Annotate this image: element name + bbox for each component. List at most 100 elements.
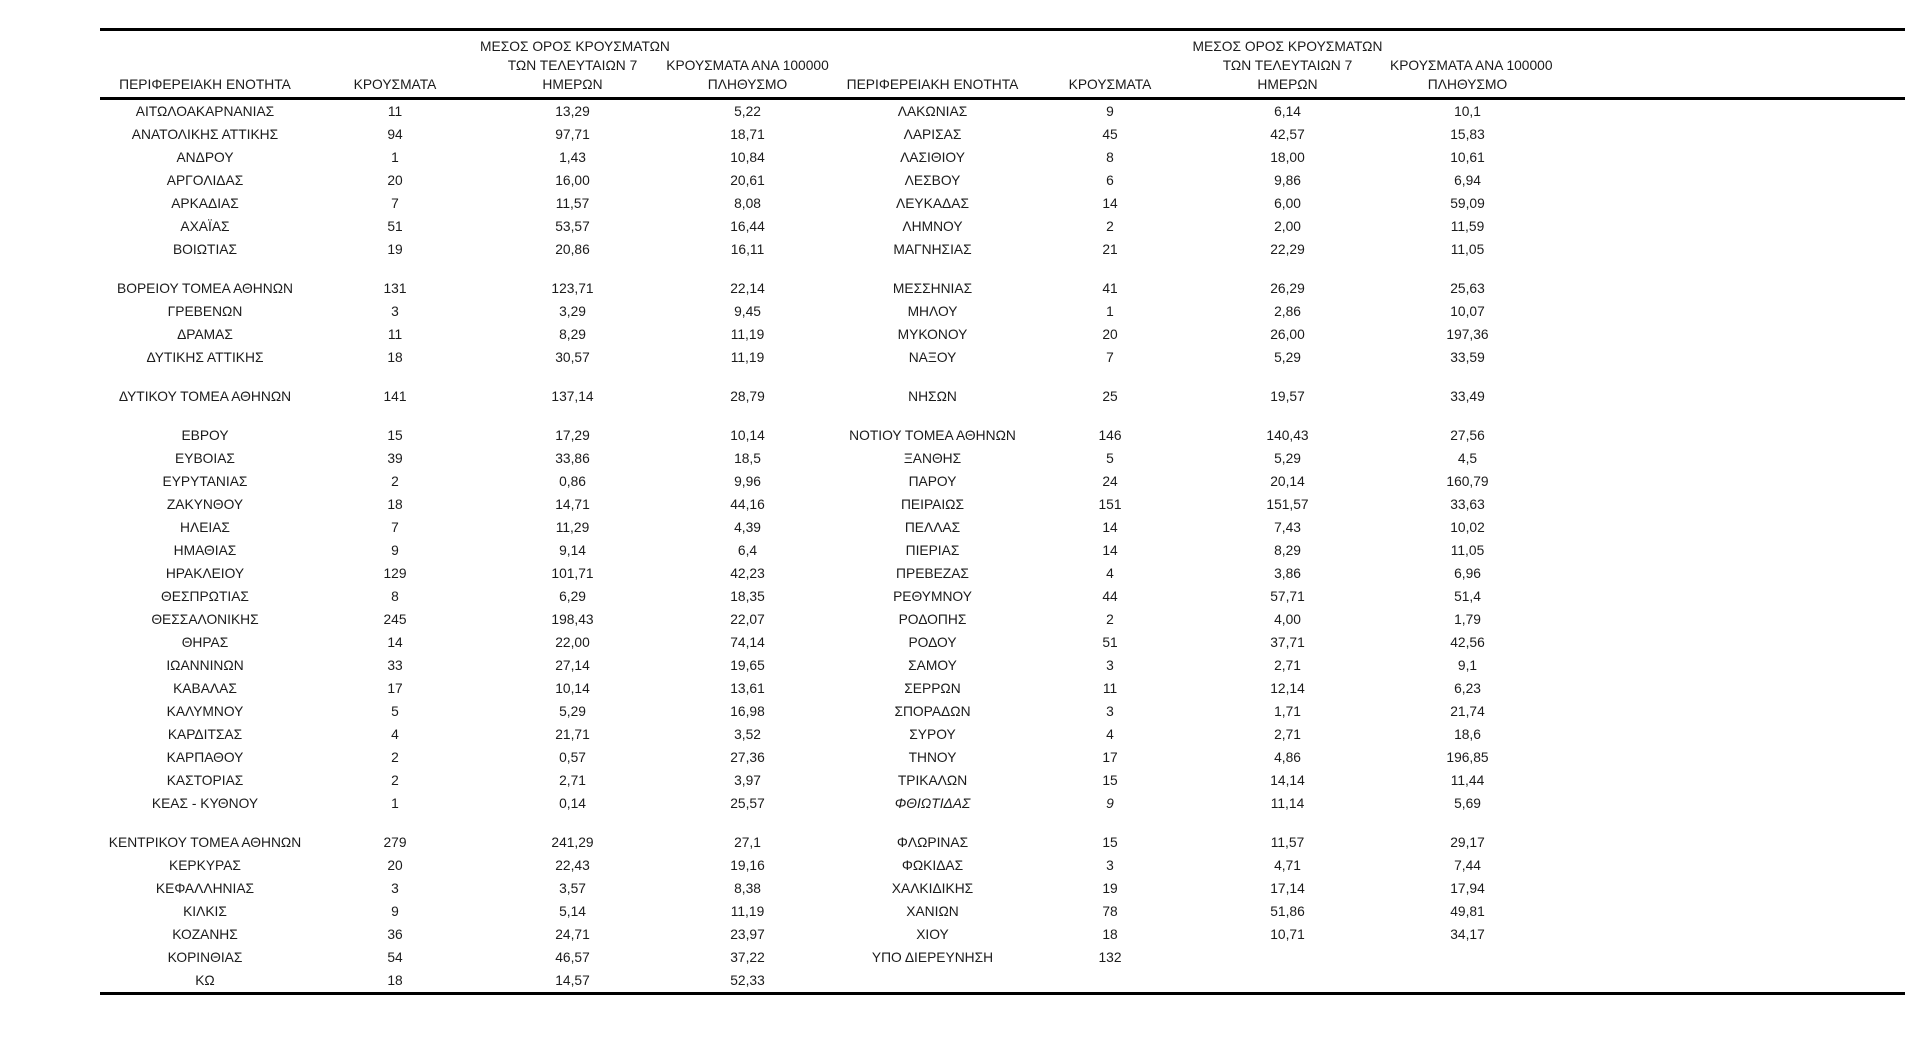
avg7-cell: 19,57 [1270,389,1305,404]
spacer-row [100,261,1905,277]
avg7-cell: 241,29 [551,835,594,850]
per-100k-cell: 27,36 [730,750,765,765]
table-header: ΠΕΡΙΦΕΡΕΙΑΚΗ ΕΝΟΤΗΤΑ ΚΡΟΥΣΜΑΤΑ ΜΕΣΟΣ ΟΡΟ… [100,29,1905,100]
per-100k-cell: 18,71 [730,127,765,142]
cases-count-cell: 132 [1098,950,1122,965]
cases-count-cell: 151 [1098,497,1122,512]
cases-count-cell: 17 [387,681,403,696]
filler-cell [1545,385,1905,408]
region-name-cell: ΑΝΔΡΟΥ [176,150,234,165]
avg7-cell: 10,14 [555,681,590,696]
filler-cell [1545,99,1905,124]
avg7-cell: 1,43 [559,150,586,165]
per-100k-cell: 11,59 [1450,219,1485,234]
cases-count-cell: 11 [1102,681,1118,696]
per-100k-cell: 6,4 [737,543,758,558]
avg7-cell: 2,86 [1274,304,1301,319]
avg7-cell: 33,86 [555,451,590,466]
per-100k-cell: 9,1 [1457,658,1478,673]
avg7-cell: 2,71 [559,773,586,788]
avg7-cell: 1,71 [1274,704,1301,719]
cases-count-cell: 2 [1106,219,1114,234]
cases-count-cell: 20 [387,173,403,188]
table-row: ΔΥΤΙΚΗΣ ΑΤΤΙΚΗΣ 18 30,57 11,19 ΝΑΞΟΥ 7 5,29 33,… [100,346,1905,369]
avg7-cell: 151,57 [1266,497,1309,512]
region-name-cell: ΘΗΡΑΣ [181,635,229,650]
filler-cell [1545,792,1905,815]
filler-cell [1545,323,1905,346]
region-name-cell: ΡΟΔΟΥ [908,635,957,650]
avg7-cell: 5,29 [559,704,586,719]
filler-cell [1545,539,1905,562]
table-row: ΚΑΒΑΛΑΣ 17 10,14 13,61 ΣΕΡΡΩΝ 11 12,14 6,23 [100,677,1905,700]
region-name-cell: ΔΥΤΙΚΗΣ ΑΤΤΙΚΗΣ [146,350,264,365]
table-row: ΗΡΑΚΛΕΙΟΥ 129 101,71 42,23 ΠΡΕΒΕΖΑΣ 4 3,86 6,96 [100,562,1905,585]
per-100k-cell: 49,81 [1450,904,1485,919]
per-100k-cell: 29,17 [1450,835,1485,850]
per-100k-cell: 33,59 [1450,350,1485,365]
table-row: ΗΛΕΙΑΣ 7 11,29 4,39 ΠΕΛΛΑΣ 14 7,43 10,02 [100,516,1905,539]
per-100k-cell: 34,17 [1450,927,1485,942]
header-region-left: ΠΕΡΙΦΕΡΕΙΑΚΗ ΕΝΟΤΗΤΑ [100,29,310,100]
filler-cell [1545,608,1905,631]
region-name-cell: ΗΛΕΙΑΣ [180,520,230,535]
per-100k-cell: 16,44 [730,219,765,234]
header-avg7-left-line1: ΜΕΣΟΣ ΟΡΟΣ ΚΡΟΥΣΜΑΤΩΝ [480,39,670,54]
cases-count-cell: 5 [1106,451,1114,466]
table-row: ΓΡΕΒΕΝΩΝ 3 3,29 9,45 ΜΗΛΟΥ 1 2,86 10,07 [100,300,1905,323]
filler-cell [1545,969,1905,994]
cases-count-cell: 21 [1102,242,1118,257]
filler-cell [1545,493,1905,516]
per-100k-cell [1390,946,1545,969]
per-100k-cell: 8,08 [734,196,761,211]
region-name-cell: ΚΕΦΑΛΛΗΝΙΑΣ [155,881,255,896]
avg7-cell: 27,14 [555,658,590,673]
region-name-cell: ΑΝΑΤΟΛΙΚΗΣ ΑΤΤΙΚΗΣ [131,127,279,142]
per-100k-cell: 19,65 [730,658,765,673]
table-row: ΑΝΑΤΟΛΙΚΗΣ ΑΤΤΙΚΗΣ 94 97,71 18,71 ΛΑΡΙΣΑΣ 45 4… [100,123,1905,146]
cases-count-cell: 3 [1106,658,1114,673]
region-name-cell: ΤΗΝΟΥ [908,750,957,765]
cases-count-cell: 9 [1106,104,1114,119]
table-row: ΚΕΡΚΥΡΑΣ 20 22,43 19,16 ΦΩΚΙΔΑΣ 3 4,71 7,44 [100,854,1905,877]
cases-count-cell: 1 [391,150,399,165]
per-100k-cell: 22,14 [730,281,765,296]
per-100k-cell: 37,22 [730,950,765,965]
per-100k-cell: 196,85 [1446,750,1489,765]
header-avg7-left-line3: ΗΜΕΡΩΝ [542,77,603,92]
region-name-cell: ΛΑΚΩΝΙΑΣ [897,104,968,119]
avg7-cell: 37,71 [1270,635,1305,650]
cases-count-cell: 14 [1102,543,1118,558]
header-filler [1545,29,1905,100]
region-name-cell: ΤΡΙΚΑΛΩΝ [897,773,968,788]
avg7-cell: 198,43 [551,612,594,627]
filler-cell [1545,192,1905,215]
table-row: ΚΑΛΥΜΝΟΥ 5 5,29 16,98 ΣΠΟΡΑΔΩΝ 3 1,71 21,74 [100,700,1905,723]
cases-count-cell: 9 [391,543,399,558]
header-cases-left-label: ΚΡΟΥΣΜΑΤΑ [353,77,437,92]
avg7-cell: 9,86 [1274,173,1301,188]
cases-count-cell: 1 [1106,304,1114,319]
avg7-cell: 20,14 [1270,474,1305,489]
table-row: ΚΑΣΤΟΡΙΑΣ 2 2,71 3,97 ΤΡΙΚΑΛΩΝ 15 14,14 11,44 [100,769,1905,792]
filler-cell [1545,346,1905,369]
region-name-cell: ΞΑΝΘΗΣ [903,451,962,466]
region-name-cell: ΕΒΡΟΥ [181,428,229,443]
region-name-cell: ΜΥΚΟΝΟΥ [897,327,968,342]
region-name-cell: ΛΗΜΝΟΥ [902,219,963,234]
table-row: ΔΡΑΜΑΣ 11 8,29 11,19 ΜΥΚΟΝΟΥ 20 26,00 197,36 [100,323,1905,346]
per-100k-cell: 18,5 [734,451,761,466]
table-row: ΑΧΑΪΑΣ 51 53,57 16,44 ΛΗΜΝΟΥ 2 2,00 11,59 [100,215,1905,238]
cases-count-cell: 131 [383,281,407,296]
per-100k-cell: 4,5 [1457,451,1478,466]
cases-count-cell: 54 [387,950,403,965]
cases-count-cell: 19 [1102,881,1118,896]
table-row: ΚΕΑΣ - ΚΥΘΝΟΥ 1 0,14 25,57 ΦΘΙΩΤΙΔΑΣ 9 11,14 5,… [100,792,1905,815]
header-avg7-left: ΜΕΣΟΣ ΟΡΟΣ ΚΡΟΥΣΜΑΤΩΝ ΤΩΝ ΤΕΛΕΥΤΑΙΩΝ 7 Η… [480,29,670,100]
avg7-cell: 18,00 [1270,150,1305,165]
per-100k-cell: 33,63 [1450,497,1485,512]
cases-count-cell: 2 [391,750,399,765]
cases-count-cell: 7 [391,520,399,535]
cases-count-cell: 45 [1102,127,1118,142]
per-100k-cell: 13,61 [730,681,765,696]
